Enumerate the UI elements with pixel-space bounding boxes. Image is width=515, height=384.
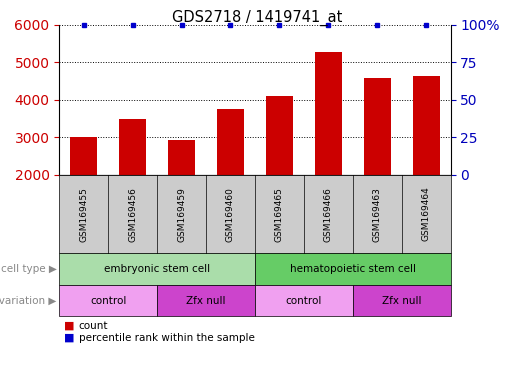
Text: count: count <box>79 321 108 331</box>
Text: genotype/variation ▶: genotype/variation ▶ <box>0 296 57 306</box>
Bar <box>217 109 244 175</box>
Text: GSM169455: GSM169455 <box>79 187 88 242</box>
Bar <box>413 76 440 175</box>
Text: ■: ■ <box>64 321 75 331</box>
Text: embryonic stem cell: embryonic stem cell <box>104 264 210 274</box>
Text: hematopoietic stem cell: hematopoietic stem cell <box>290 264 416 274</box>
Text: GSM169456: GSM169456 <box>128 187 137 242</box>
Bar <box>168 140 195 175</box>
Text: percentile rank within the sample: percentile rank within the sample <box>79 333 255 343</box>
Bar <box>315 52 342 175</box>
Text: cell type ▶: cell type ▶ <box>1 264 57 274</box>
Text: ■: ■ <box>64 333 75 343</box>
Bar <box>70 137 97 175</box>
Text: GSM169465: GSM169465 <box>275 187 284 242</box>
Text: GSM169460: GSM169460 <box>226 187 235 242</box>
Bar <box>364 78 391 175</box>
Text: GSM169466: GSM169466 <box>324 187 333 242</box>
Text: GSM169463: GSM169463 <box>373 187 382 242</box>
Bar <box>266 96 293 175</box>
Text: Zfx null: Zfx null <box>186 296 226 306</box>
Text: control: control <box>90 296 126 306</box>
Text: control: control <box>286 296 322 306</box>
Text: GDS2718 / 1419741_at: GDS2718 / 1419741_at <box>173 10 342 26</box>
Text: GSM169459: GSM169459 <box>177 187 186 242</box>
Text: Zfx null: Zfx null <box>382 296 421 306</box>
Text: GSM169464: GSM169464 <box>422 187 431 242</box>
Bar <box>119 119 146 175</box>
